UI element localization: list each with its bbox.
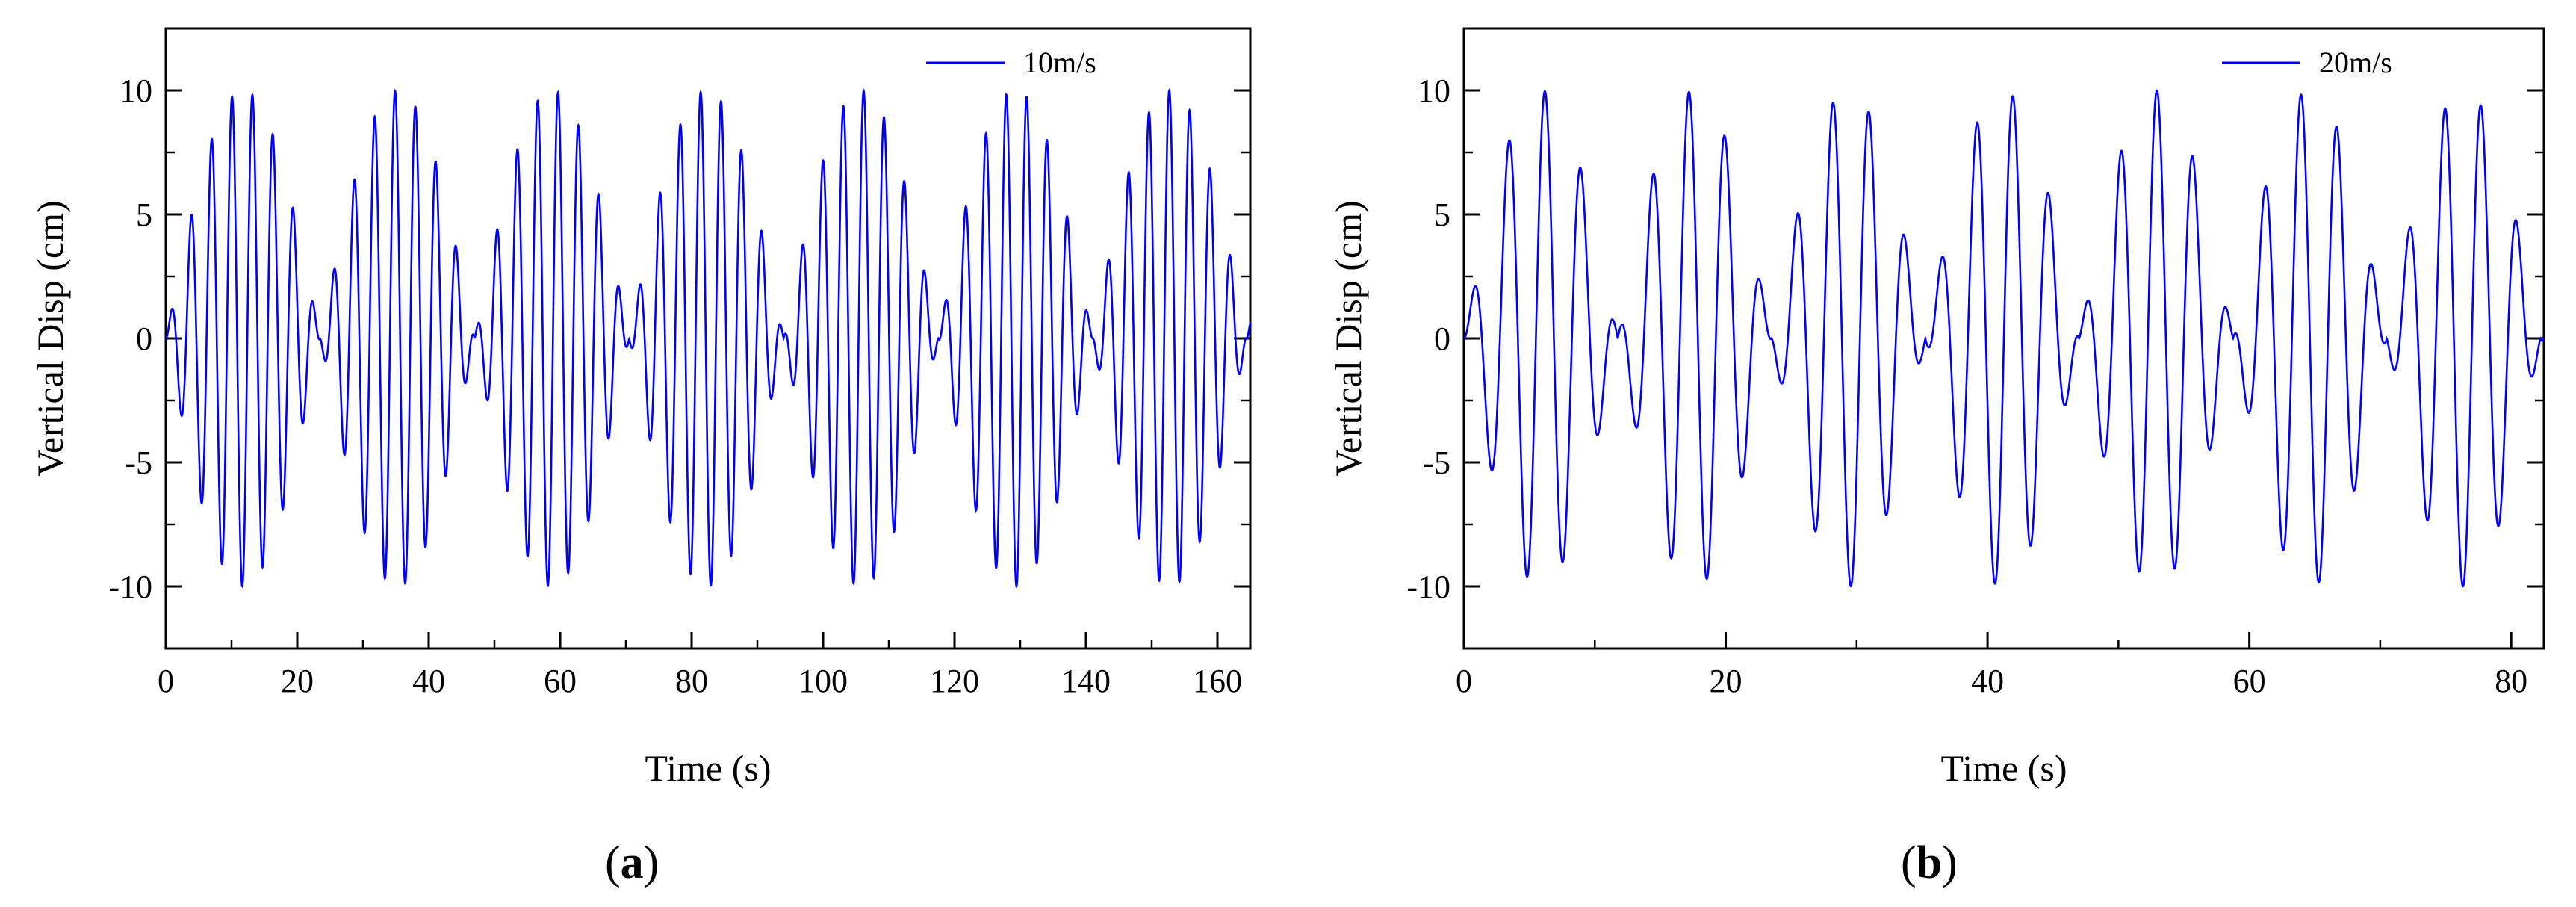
ticks-a: 0 20 40 60 80 100 120 140 160 -10 -5 0 5 10	[108, 72, 1250, 699]
y-axis-title-b: Vertical Disp (cm)	[1327, 200, 1369, 476]
y-axis-title-a: Vertical Disp (cm)	[29, 200, 71, 476]
chart-a: 0 20 40 60 80 100 120 140 160 -10 -5 0 5 10 10m/s Tim…	[29, 27, 1252, 888]
x-tick-label-a-80: 80	[675, 663, 708, 699]
y-tick-label-a--10: -10	[108, 569, 152, 605]
panel-label-a: (a)	[605, 838, 659, 888]
legend-b: 20m/s	[2222, 46, 2392, 79]
x-tick-label-b-40: 40	[1971, 663, 2004, 699]
x-tick-label-a-0: 0	[158, 663, 174, 699]
x-tick-label-a-160: 160	[1193, 663, 1242, 699]
x-tick-label-a-20: 20	[281, 663, 314, 699]
x-tick-label-b-60: 60	[2233, 663, 2266, 699]
x-axis-title-a: Time (s)	[645, 747, 771, 789]
y-tick-label-a-10: 10	[120, 72, 152, 109]
panel-letter-b: b	[1917, 838, 1942, 888]
y-tick-label-a-0: 0	[136, 321, 152, 357]
x-tick-label-a-120: 120	[930, 663, 979, 699]
legend-label-10ms: 10m/s	[1023, 46, 1096, 79]
ticks-b: 0 20 40 60 80 -10 -5 0 5 10	[1406, 72, 2544, 699]
legend-label-20ms: 20m/s	[2319, 46, 2392, 79]
x-tick-label-a-40: 40	[412, 663, 445, 699]
x-tick-label-a-140: 140	[1061, 663, 1111, 699]
x-tick-label-a-100: 100	[798, 663, 848, 699]
x-tick-label-b-0: 0	[1456, 663, 1472, 699]
panel-letter-a: a	[621, 838, 644, 888]
y-tick-label-b-5: 5	[1434, 196, 1450, 233]
series-line-10ms	[165, 88, 1252, 589]
x-tick-label-a-60: 60	[544, 663, 577, 699]
y-tick-label-b-10: 10	[1418, 72, 1450, 109]
series-line-20ms	[1463, 89, 2545, 588]
y-tick-label-b--10: -10	[1406, 569, 1450, 605]
x-axis-title-b: Time (s)	[1940, 747, 2067, 789]
legend-a: 10m/s	[926, 46, 1096, 79]
y-tick-label-b-0: 0	[1434, 321, 1450, 357]
y-tick-label-b--5: -5	[1423, 445, 1450, 481]
x-tick-label-b-20: 20	[1710, 663, 1742, 699]
panel-label-b: (b)	[1901, 838, 1958, 888]
y-tick-label-a-5: 5	[136, 196, 152, 233]
chart-b: 0 20 40 60 80 -10 -5 0 5 10 20m/s Time (s) Vertic…	[1327, 27, 2545, 888]
x-tick-label-b-80: 80	[2495, 663, 2527, 699]
y-tick-label-a--5: -5	[125, 445, 152, 481]
